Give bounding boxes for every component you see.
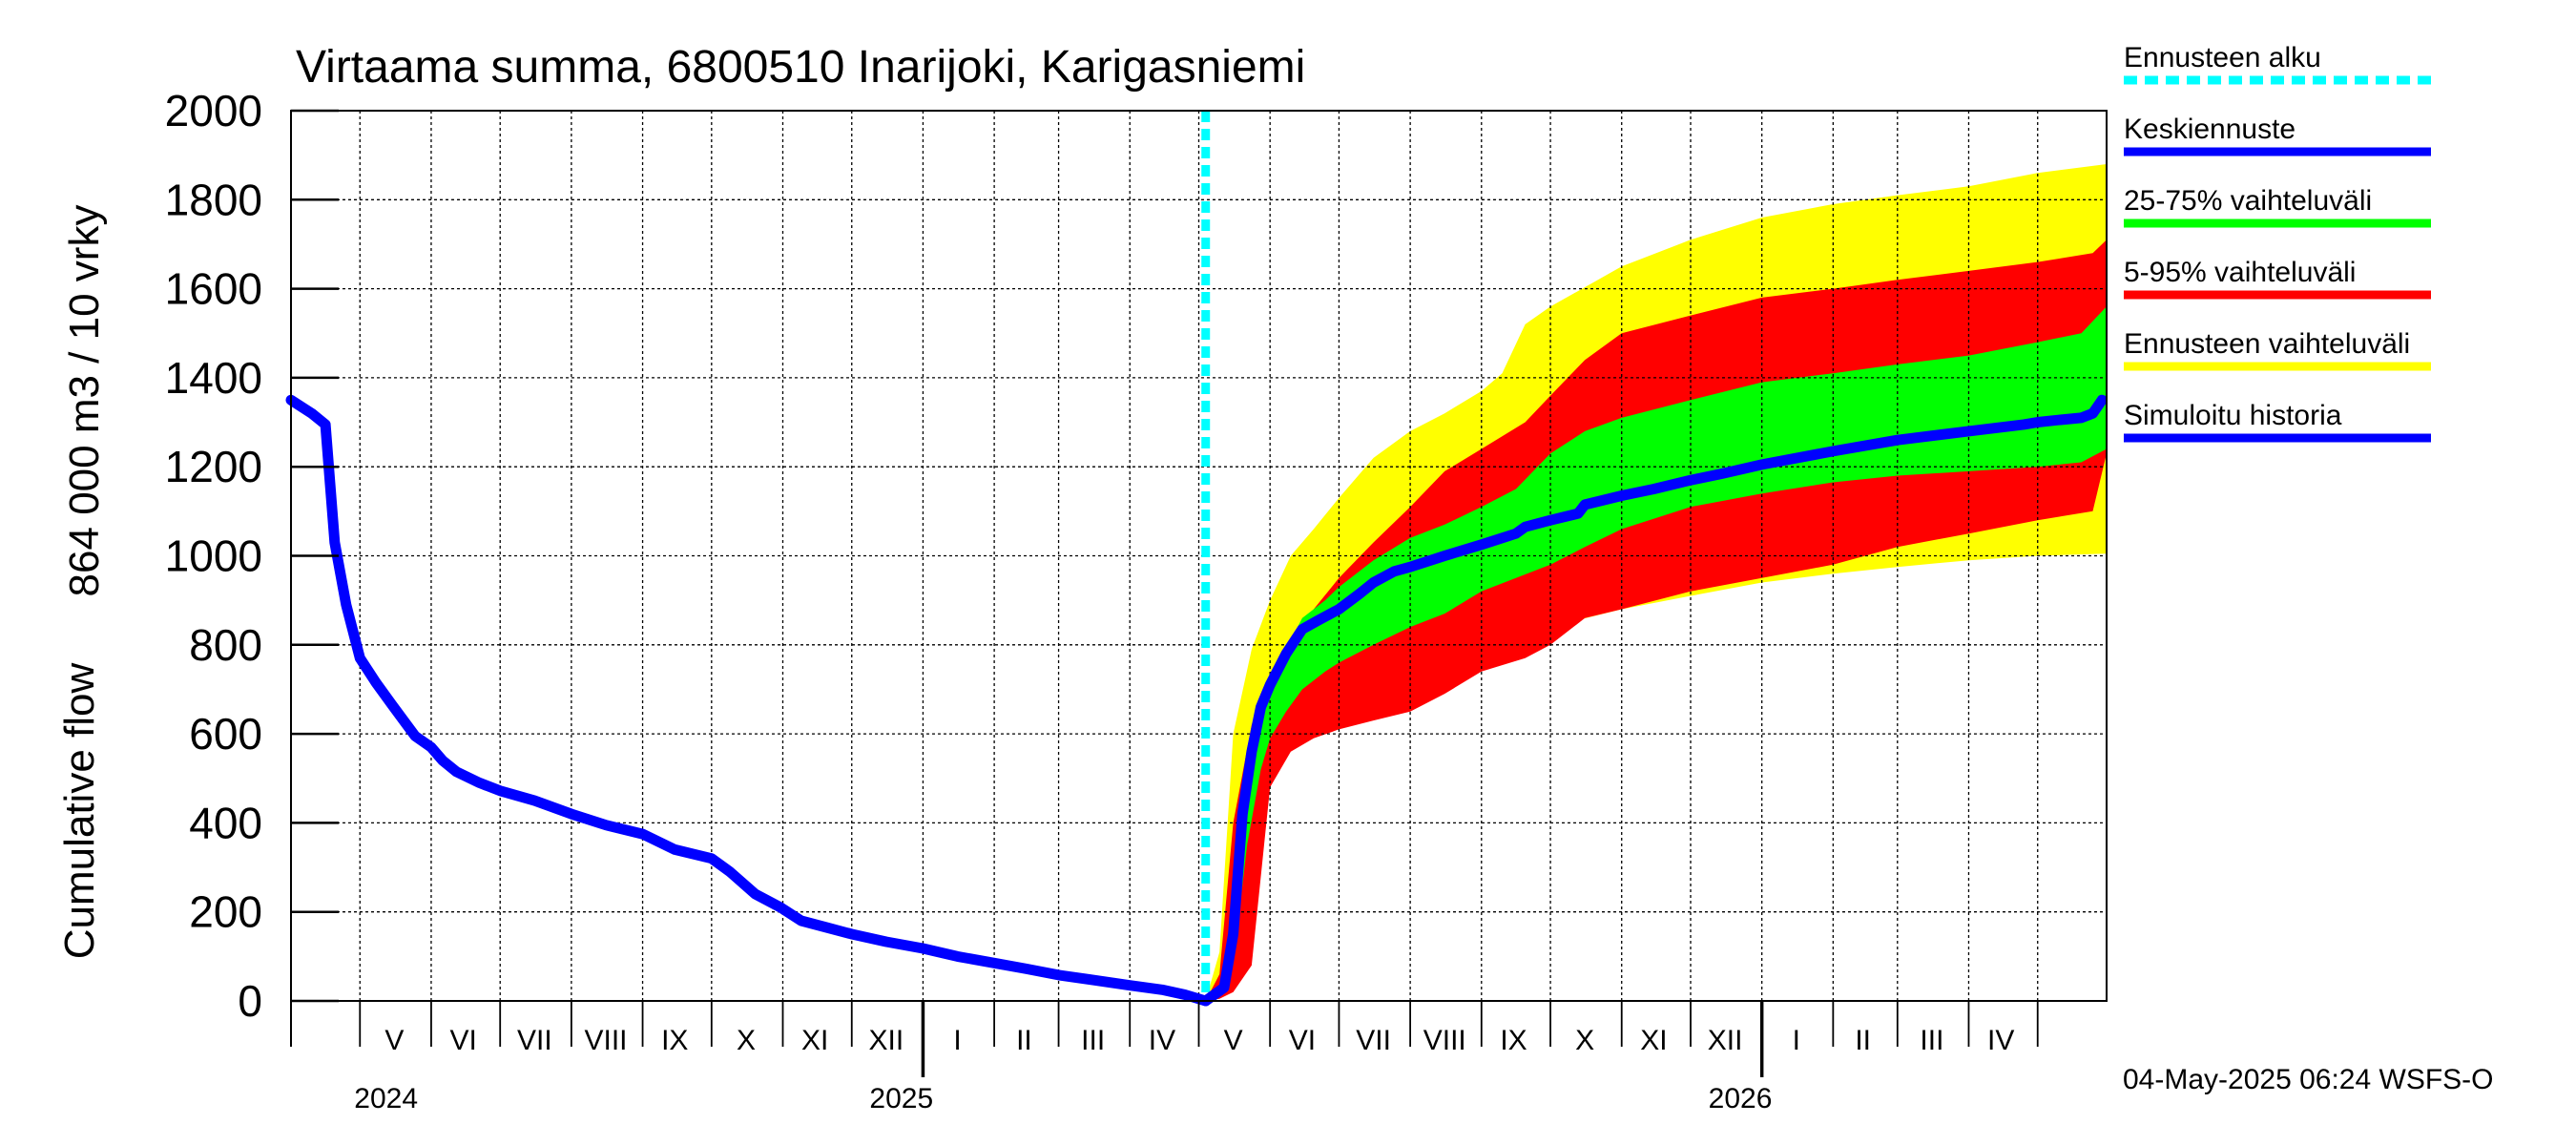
y-tick-label-6: 1200 — [165, 442, 262, 491]
year-label-0: 2024 — [354, 1083, 418, 1114]
month-label-19: XII — [1708, 1025, 1743, 1056]
band-2 — [1205, 306, 2107, 1001]
month-label-20: I — [1793, 1025, 1800, 1056]
y-tick-label-8: 1600 — [165, 264, 262, 314]
y-tick-label-5: 1000 — [165, 531, 262, 581]
legend-label-1: Keskiennuste — [2124, 114, 2296, 145]
y-tick-label-0: 0 — [238, 976, 262, 1026]
legend-label-3: 5-95% vaihteluväli — [2124, 257, 2356, 288]
month-label-0: V — [384, 1025, 404, 1056]
month-label-5: X — [737, 1025, 756, 1056]
y-tick-label-3: 600 — [189, 709, 262, 759]
legend-label-5: Simuloitu historia — [2124, 400, 2342, 431]
month-label-23: IV — [1987, 1025, 2014, 1056]
month-label-15: VIII — [1423, 1025, 1466, 1056]
month-label-1: VI — [449, 1025, 476, 1056]
legend-label-0: Ennusteen alku — [2124, 42, 2321, 73]
lines-layer — [285, 394, 2108, 1007]
y-tick-label-7: 1400 — [165, 353, 262, 403]
month-label-4: IX — [661, 1025, 688, 1056]
month-label-14: VII — [1356, 1025, 1391, 1056]
bands-layer — [1205, 164, 2107, 1002]
month-label-11: IV — [1149, 1025, 1175, 1056]
month-label-10: III — [1081, 1025, 1105, 1056]
y-tick-label-2: 400 — [189, 798, 262, 847]
month-label-13: VI — [1289, 1025, 1316, 1056]
y-tick-label-1: 200 — [189, 887, 262, 937]
legend-label-2: 25-75% vaihteluväli — [2124, 185, 2372, 217]
footer-timestamp: 04-May-2025 06:24 WSFS-O — [2123, 1064, 2494, 1095]
month-label-9: II — [1016, 1025, 1032, 1056]
year-label-2: 2026 — [1709, 1083, 1773, 1114]
chart-title: Virtaama summa, 6800510 Inarijoki, Karig… — [296, 42, 1305, 93]
y-tick-label-10: 2000 — [165, 86, 262, 135]
month-label-12: V — [1224, 1025, 1243, 1056]
series-line-1 — [1200, 394, 2108, 1007]
month-label-8: I — [953, 1025, 961, 1056]
y-tick-label-4: 800 — [189, 620, 262, 670]
year-label-1: 2025 — [869, 1083, 933, 1114]
month-label-6: XI — [801, 1025, 828, 1056]
month-label-21: II — [1855, 1025, 1871, 1056]
y-axis-label-line2: 864 000 m3 / 10 vrky — [61, 205, 108, 597]
y-tick-label-9: 1800 — [165, 175, 262, 224]
series-line-0 — [285, 394, 1212, 1007]
legend: Ennusteen alku Keskiennuste 25-75% vaihtel… — [2124, 42, 2431, 443]
month-label-16: IX — [1500, 1025, 1527, 1056]
month-label-2: VII — [517, 1025, 552, 1056]
month-label-3: VIII — [585, 1025, 628, 1056]
month-label-7: XII — [869, 1025, 904, 1056]
month-label-18: XI — [1640, 1025, 1667, 1056]
month-label-22: III — [1920, 1025, 1943, 1056]
y-axis-label-line1: Cumulative flow — [56, 663, 103, 960]
month-label-17: X — [1575, 1025, 1594, 1056]
legend-label-4: Ennusteen vaihteluväli — [2124, 328, 2410, 360]
